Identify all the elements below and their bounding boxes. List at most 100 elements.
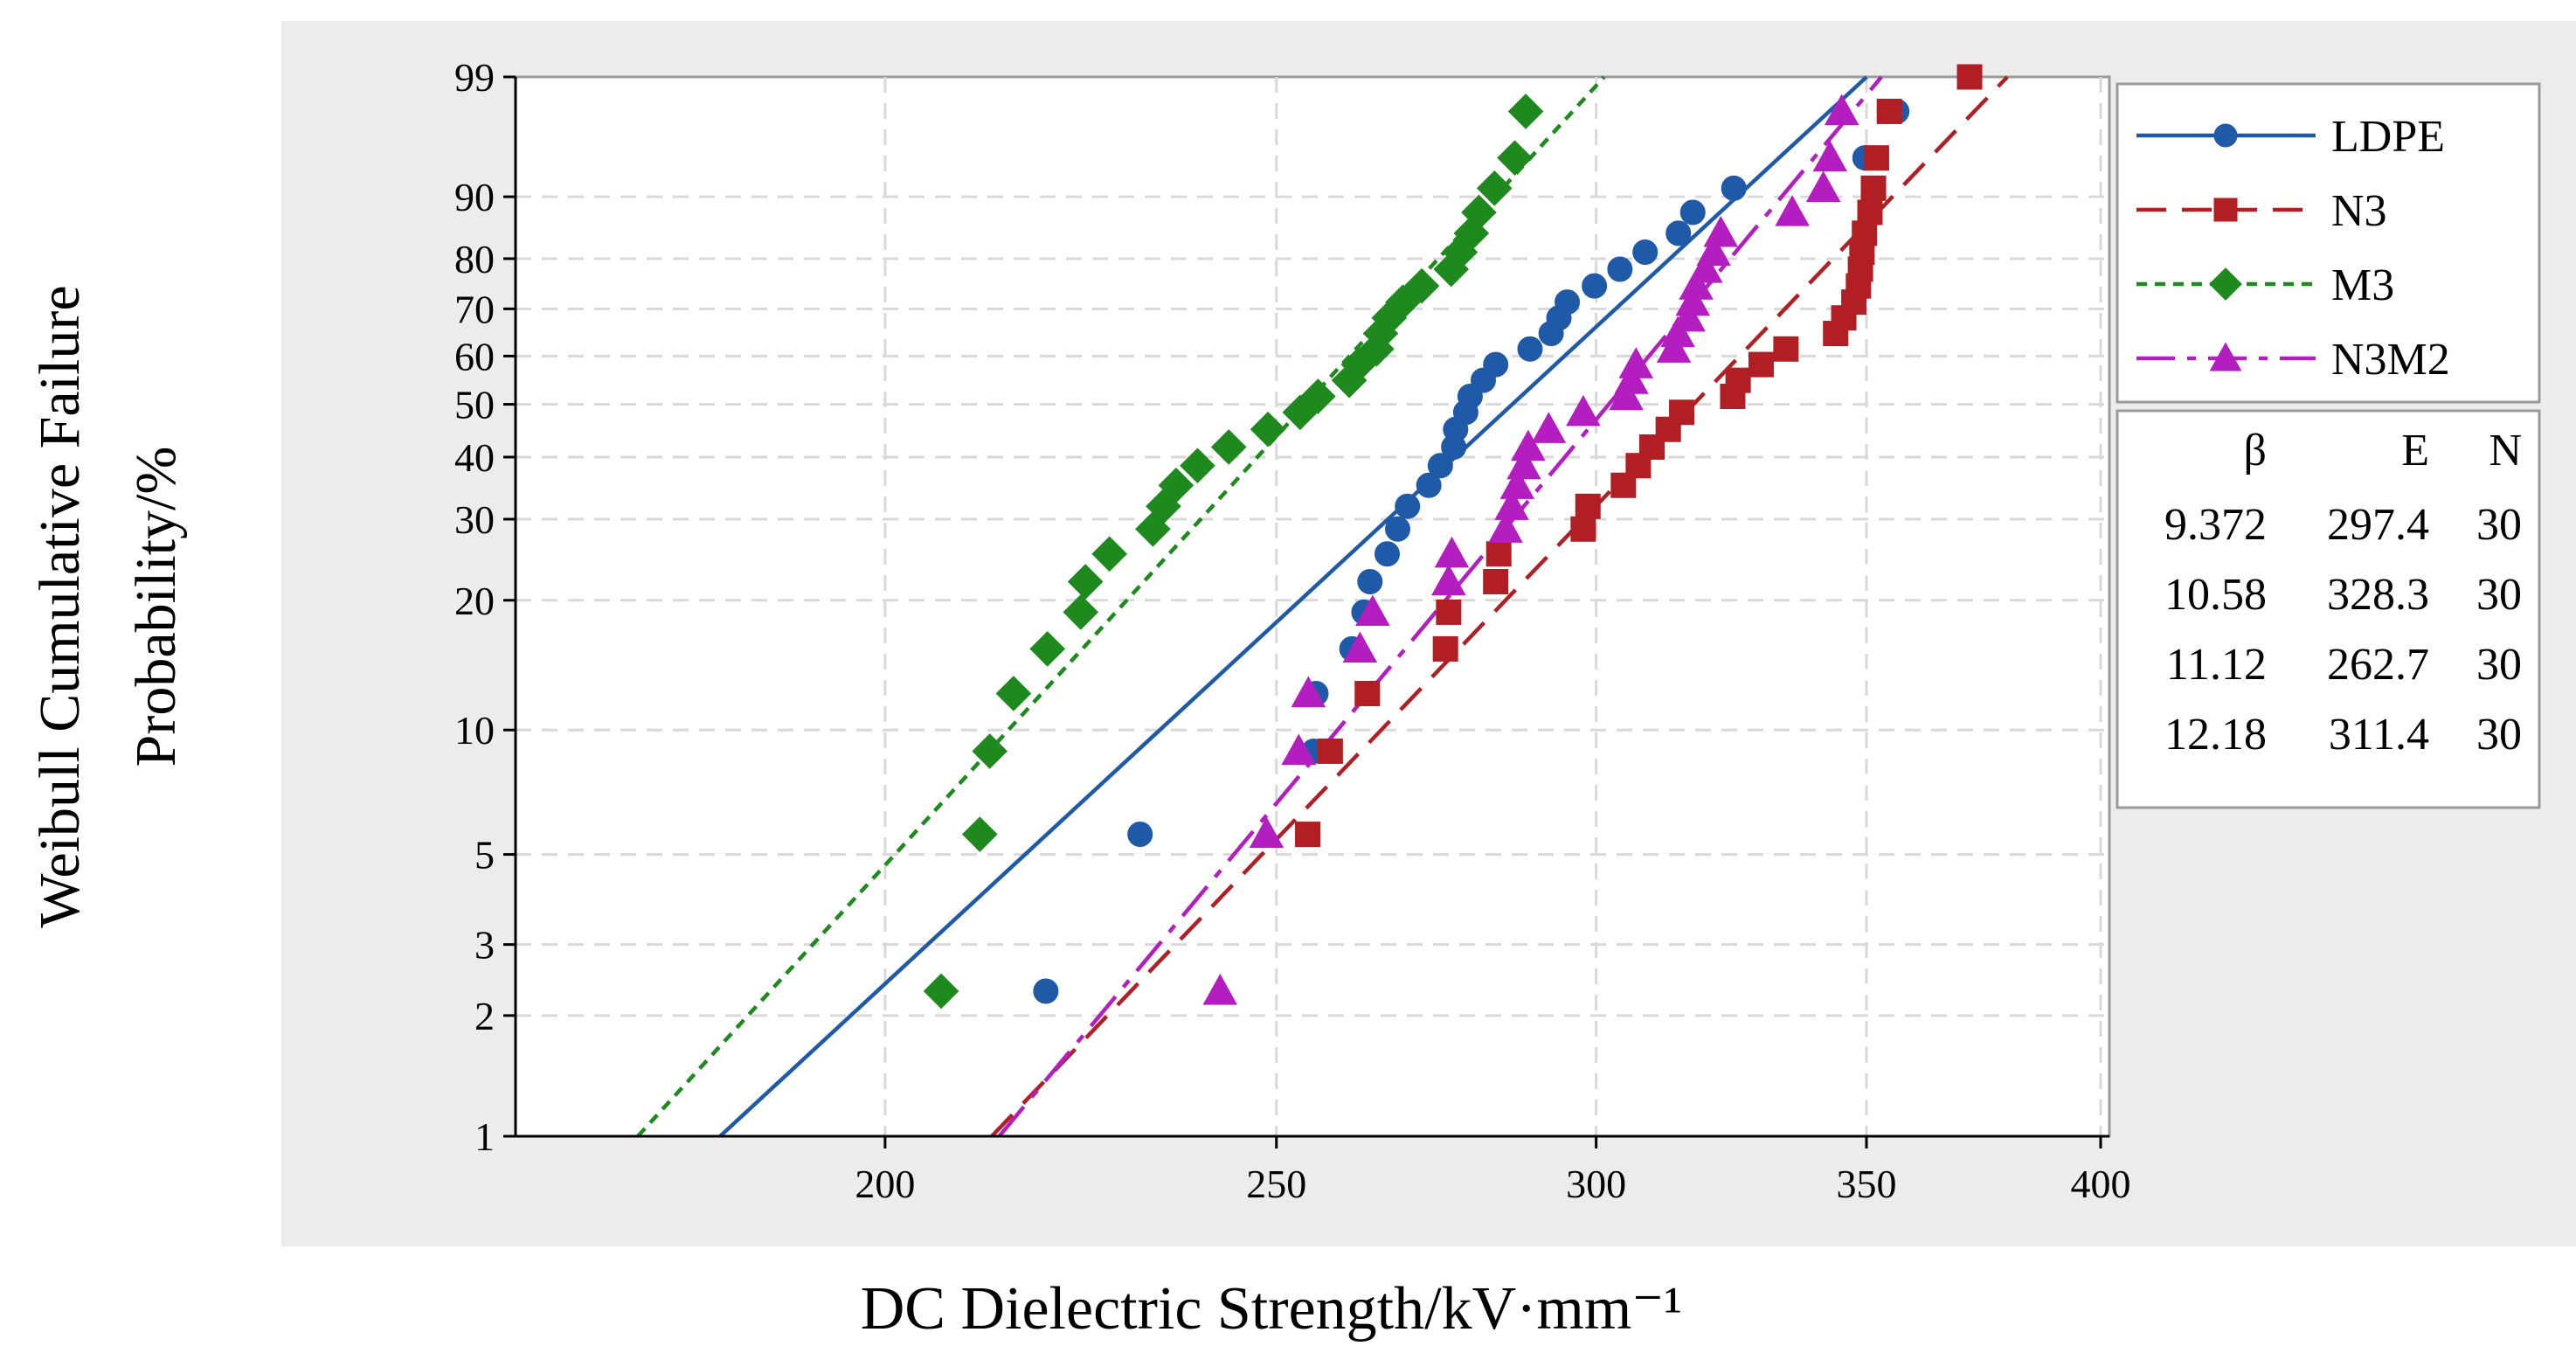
point-m3 <box>995 676 1032 711</box>
y-tick-label: 70 <box>454 287 495 331</box>
point-ldpe <box>1582 273 1608 299</box>
point-n3m2 <box>1342 631 1378 663</box>
y-tick-label: 1 <box>474 1114 495 1159</box>
point-n3m2 <box>1499 468 1535 499</box>
point-m3 <box>1029 631 1066 667</box>
point-ldpe <box>1483 351 1509 378</box>
legend-label-m3: M3 <box>2331 260 2394 310</box>
point-ldpe <box>1374 541 1400 567</box>
legend-entries: LDPE N3 M3 N3M2 <box>2136 112 2450 385</box>
y-tick-label: 5 <box>474 833 495 878</box>
point-m3 <box>1180 448 1215 484</box>
point-n3m2 <box>1355 594 1390 627</box>
y-tick-label: 3 <box>474 923 495 968</box>
point-n3m2 <box>1506 448 1541 480</box>
point-ldpe <box>1679 199 1706 226</box>
point-ldpe <box>1427 453 1453 479</box>
y-tick-label: 20 <box>454 579 495 623</box>
x-tick-label: 300 <box>1566 1162 1626 1206</box>
point-m3 <box>1507 94 1544 129</box>
point-n3 <box>1860 175 1887 201</box>
point-m3 <box>1476 170 1513 206</box>
point-ldpe <box>1665 220 1692 246</box>
point-n3m2 <box>1434 536 1470 568</box>
point-n3m2 <box>1202 974 1238 1005</box>
point-n3m2 <box>1291 676 1326 708</box>
point-m3 <box>1091 536 1127 572</box>
y-tick-label: 80 <box>454 237 495 281</box>
point-n3 <box>1725 367 1751 393</box>
stats-n-ldpe: 30 <box>2476 500 2522 550</box>
point-m3 <box>1461 194 1497 231</box>
point-n3m2 <box>1494 489 1529 520</box>
point-n3 <box>1748 351 1774 378</box>
point-n3 <box>1432 635 1458 662</box>
x-tick-label: 350 <box>1837 1162 1897 1206</box>
point-m3 <box>1300 378 1336 414</box>
fit-line-ldpe <box>718 75 1868 1138</box>
point-n3m2 <box>1488 511 1523 543</box>
point-ldpe <box>1127 822 1153 848</box>
point-n3m2 <box>1281 733 1317 766</box>
y-axis-label-line1: Weibull Cumulative Failure <box>28 285 92 927</box>
point-ldpe <box>1357 569 1383 595</box>
y-tick-label: 10 <box>454 708 495 753</box>
fit-line-n3 <box>990 75 2009 1138</box>
stats-beta-n3: 10.58 <box>2164 570 2267 620</box>
point-n3m2 <box>1805 170 1841 202</box>
point-ldpe <box>1395 493 1421 519</box>
y-tick-label: 60 <box>454 334 495 378</box>
stats-header-n: N <box>2489 426 2522 475</box>
point-m3 <box>1497 140 1533 176</box>
point-n3m2 <box>1609 378 1644 411</box>
point-n3 <box>1317 738 1343 764</box>
x-tick-label: 400 <box>2070 1162 2130 1206</box>
point-n3m2 <box>1531 412 1567 443</box>
y-tick-label: 50 <box>454 383 495 427</box>
x-tick-label: 200 <box>855 1162 915 1206</box>
point-ldpe <box>1721 175 1747 201</box>
y-tick-label: 30 <box>454 497 495 542</box>
point-n3m2 <box>1671 300 1706 332</box>
stats-n-n3m2: 30 <box>2476 710 2522 760</box>
legend-label-n3: N3 <box>2331 186 2387 236</box>
point-n3m2 <box>1660 316 1695 348</box>
point-n3m2 <box>1703 215 1739 247</box>
y-axis-label-line2: Probability/% <box>124 447 188 767</box>
point-n3m2 <box>1679 268 1714 300</box>
point-ldpe <box>1385 516 1411 542</box>
stats-header-beta: β <box>2244 426 2267 475</box>
point-ldpe <box>1632 239 1658 265</box>
point-m3 <box>1158 467 1195 503</box>
legend: LDPE N3 M3 N3M2 <box>2116 82 2541 404</box>
point-m3 <box>1385 284 1421 320</box>
point-n3m2 <box>1614 363 1649 394</box>
stats-header-e: E <box>2401 426 2429 475</box>
grid-lines <box>516 77 2109 1136</box>
point-n3m2 <box>1431 564 1466 596</box>
point-ldpe <box>1033 978 1059 1004</box>
stats-beta-ldpe: 9.372 <box>2164 500 2267 550</box>
y-tick-label: 99 <box>454 55 495 100</box>
point-ldpe <box>1416 472 1442 498</box>
point-m3 <box>923 973 959 1010</box>
legend-marker-ldpe <box>2213 123 2238 148</box>
point-m3 <box>972 733 1008 769</box>
point-n3 <box>1773 336 1799 362</box>
point-m3 <box>1063 594 1099 630</box>
point-n3 <box>1575 493 1601 519</box>
point-ldpe <box>1517 336 1543 362</box>
x-axis-label: DC Dielectric Strength/kV·mm⁻¹ <box>861 1275 1683 1343</box>
stats-box <box>2116 409 2541 809</box>
point-n3m2 <box>1511 429 1546 461</box>
fit-lines <box>636 75 2009 1138</box>
point-n3m2 <box>1249 816 1285 849</box>
point-n3 <box>1485 541 1512 567</box>
point-ldpe <box>1555 289 1581 316</box>
point-n3 <box>1570 516 1596 542</box>
x-tick-label: 250 <box>1246 1162 1306 1206</box>
stats-e-m3: 262.7 <box>2327 640 2429 690</box>
point-m3 <box>961 816 998 852</box>
y-axis-label: Weibull Cumulative Failure Probability/% <box>28 285 188 927</box>
